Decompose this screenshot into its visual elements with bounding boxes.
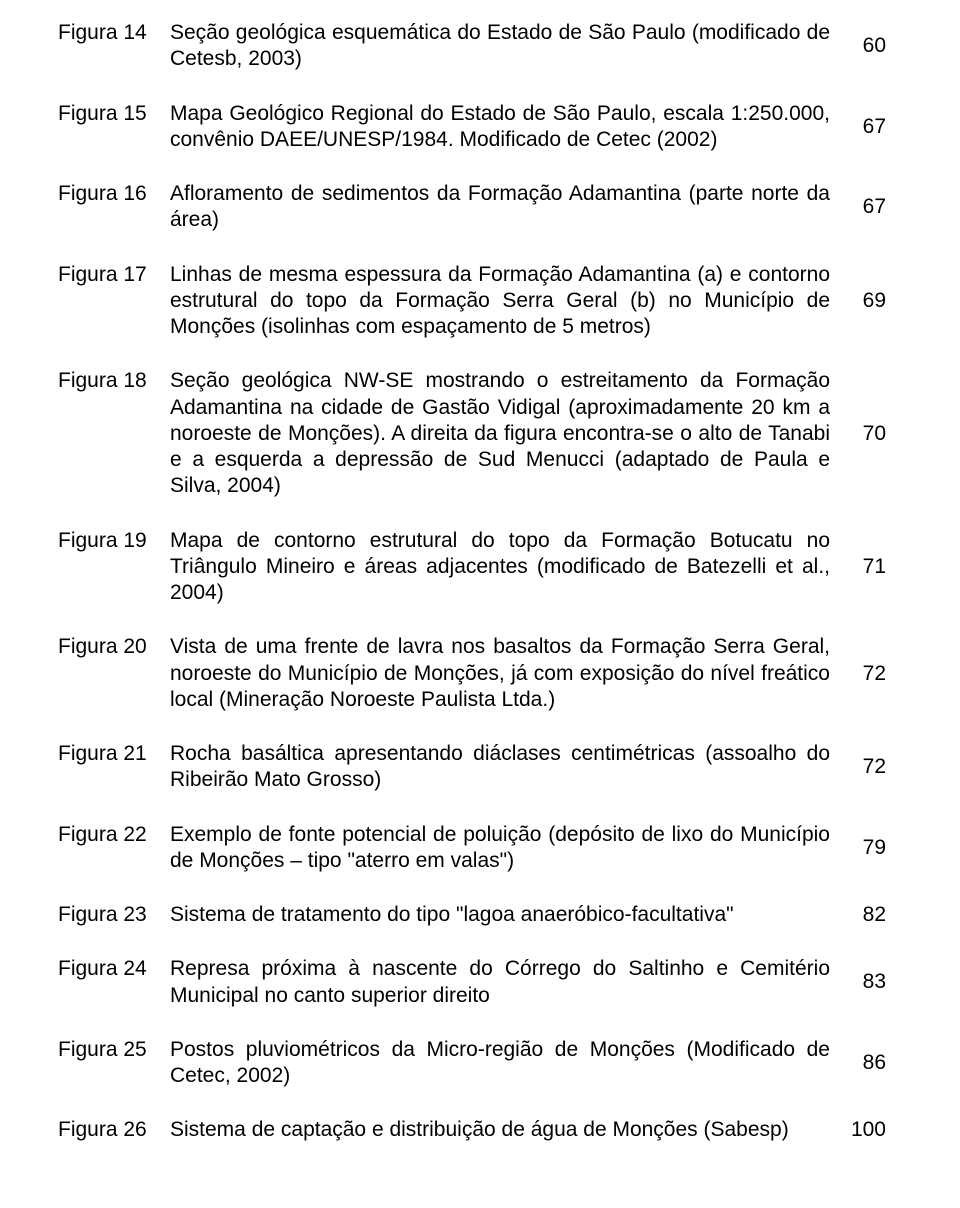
figure-page-number: 100 <box>830 1117 886 1143</box>
figure-description: Rocha basáltica apresentando diáclases c… <box>170 741 830 794</box>
figure-description: Afloramento de sedimentos da Formação Ad… <box>170 181 830 234</box>
figure-description: Mapa Geológico Regional do Estado de São… <box>170 101 830 154</box>
list-entry: Figura 22 Exemplo de fonte potencial de … <box>58 822 886 875</box>
list-entry: Figura 19 Mapa de contorno estrutural do… <box>58 528 886 607</box>
figure-description: Postos pluviométricos da Micro-região de… <box>170 1037 830 1090</box>
list-entry: Figura 26 Sistema de captação e distribu… <box>58 1117 886 1143</box>
figure-description: Mapa de contorno estrutural do topo da F… <box>170 528 830 607</box>
figure-label: Figura 19 <box>58 528 170 607</box>
list-entry: Figura 17 Linhas de mesma espessura da F… <box>58 262 886 341</box>
figure-description: Sistema de tratamento do tipo "lagoa ana… <box>170 902 830 928</box>
list-entry: Figura 15 Mapa Geológico Regional do Est… <box>58 101 886 154</box>
figure-description: Represa próxima à nascente do Córrego do… <box>170 956 830 1009</box>
figure-label: Figura 15 <box>58 101 170 154</box>
figure-description: Exemplo de fonte potencial de poluição (… <box>170 822 830 875</box>
figure-description: Linhas de mesma espessura da Formação Ad… <box>170 262 830 341</box>
figure-page-number: 69 <box>830 288 886 314</box>
figure-page-number: 67 <box>830 114 886 140</box>
figure-label: Figura 18 <box>58 368 170 499</box>
figure-page-number: 60 <box>830 33 886 59</box>
list-entry: Figura 21 Rocha basáltica apresentando d… <box>58 741 886 794</box>
figure-label: Figura 23 <box>58 902 170 928</box>
list-entry: Figura 16 Afloramento de sedimentos da F… <box>58 181 886 234</box>
figure-page-number: 72 <box>830 754 886 780</box>
figure-page-number: 72 <box>830 661 886 687</box>
figure-description: Sistema de captação e distribuição de ág… <box>170 1117 830 1143</box>
figure-description: Seção geológica NW-SE mostrando o estrei… <box>170 368 830 499</box>
figure-description: Vista de uma frente de lavra nos basalto… <box>170 634 830 713</box>
figure-page-number: 82 <box>830 902 886 928</box>
figure-page-number: 67 <box>830 194 886 220</box>
figure-label: Figura 25 <box>58 1037 170 1090</box>
list-entry: Figura 24 Represa próxima à nascente do … <box>58 956 886 1009</box>
list-entry: Figura 23 Sistema de tratamento do tipo … <box>58 902 886 928</box>
figure-label: Figura 14 <box>58 20 170 73</box>
figure-page-number: 83 <box>830 969 886 995</box>
figure-label: Figura 17 <box>58 262 170 341</box>
figure-page-number: 70 <box>830 421 886 447</box>
figure-label: Figura 26 <box>58 1117 170 1143</box>
list-entry: Figura 14 Seção geológica esquemática do… <box>58 20 886 73</box>
figure-label: Figura 16 <box>58 181 170 234</box>
figure-page-number: 86 <box>830 1050 886 1076</box>
figure-label: Figura 24 <box>58 956 170 1009</box>
list-entry: Figura 20 Vista de uma frente de lavra n… <box>58 634 886 713</box>
figure-page-number: 71 <box>830 554 886 580</box>
figure-page-number: 79 <box>830 835 886 861</box>
list-entry: Figura 18 Seção geológica NW-SE mostrand… <box>58 368 886 499</box>
figure-description: Seção geológica esquemática do Estado de… <box>170 20 830 73</box>
figure-label: Figura 20 <box>58 634 170 713</box>
figure-label: Figura 21 <box>58 741 170 794</box>
figure-label: Figura 22 <box>58 822 170 875</box>
list-entry: Figura 25 Postos pluviométricos da Micro… <box>58 1037 886 1090</box>
figure-list-page: Figura 14 Seção geológica esquemática do… <box>0 0 960 1208</box>
